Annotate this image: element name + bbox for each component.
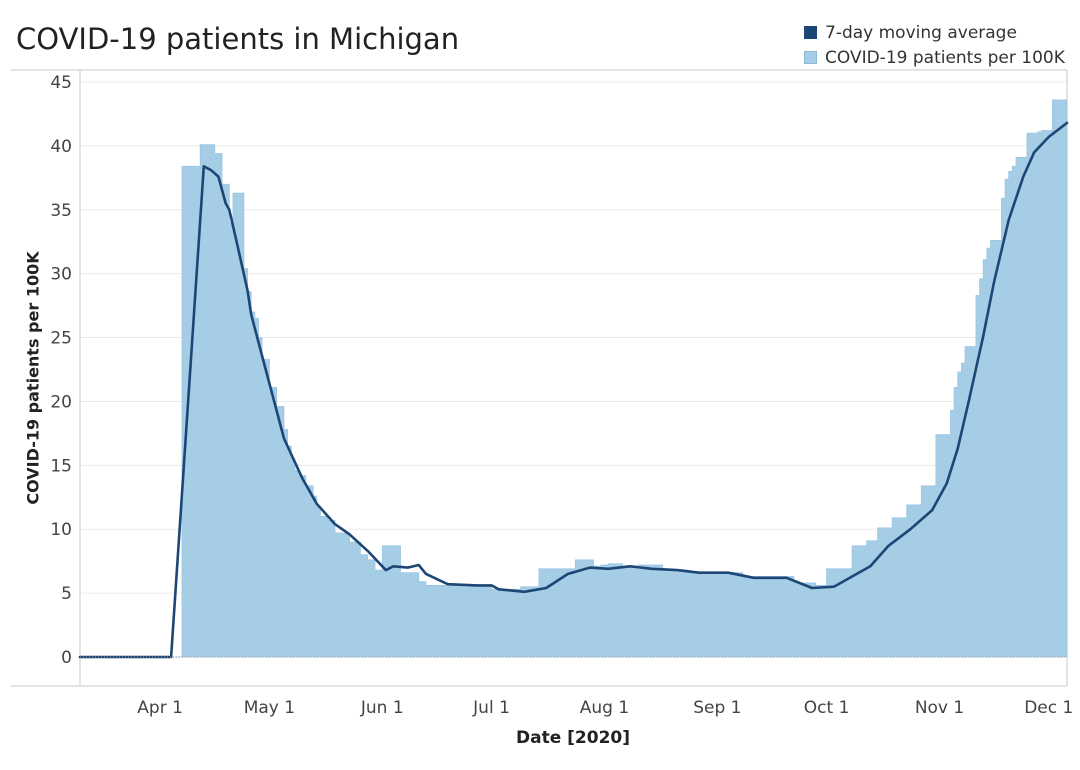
moving-average-line[interactable] [78,121,1069,659]
moving-average-layer [78,121,1069,659]
legend: 7-day moving average COVID-19 patients p… [804,20,1065,70]
x-axis-label: Date [2020] [515,728,631,748]
y-tick-label-5: 5 [61,584,72,604]
x-tick-label-sep-1: Sep 1 [693,698,741,718]
legend-swatch-moving-average [804,26,817,39]
y-tick-label-40: 40 [50,137,72,157]
y-tick-label-0: 0 [61,648,72,668]
y-tick-label-30: 30 [50,265,72,285]
x-tick-label-jul-1: Jul 1 [472,698,510,718]
x-tick-label-may-1: May 1 [244,698,295,718]
y-tick-label-35: 35 [50,201,72,221]
x-tick-label-jun-1: Jun 1 [360,698,404,718]
y-axis-label: COVID-19 patients per 100K [23,251,43,505]
x-tick-label-dec-1: Dec 1 [1024,698,1073,718]
y-tick-label-25: 25 [50,329,72,349]
legend-item-moving-average[interactable]: 7-day moving average [804,20,1065,45]
y-tick-label-15: 15 [50,456,72,476]
x-tick-label-aug-1: Aug 1 [580,698,629,718]
y-tick-label-10: 10 [50,520,72,540]
legend-label-moving-average: 7-day moving average [825,22,1017,43]
legend-label-patients: COVID-19 patients per 100K [825,47,1065,68]
chart-title: COVID-19 patients in Michigan [16,22,460,56]
legend-swatch-patients [804,51,817,64]
x-tick-label-nov-1: Nov 1 [915,698,964,718]
y-axis-ticks: 0 5 10 15 20 25 30 35 40 45 [50,73,72,668]
y-tick-label-20: 20 [50,392,72,412]
x-tick-label-oct-1: Oct 1 [804,698,850,718]
x-tick-label-apr-1: Apr 1 [137,698,183,718]
legend-item-patients[interactable]: COVID-19 patients per 100K [804,45,1065,70]
y-tick-label-45: 45 [50,73,72,93]
x-axis-ticks: Apr 1 May 1 Jun 1 Jul 1 Aug 1 Sep 1 Oct 1 Nov 1… [137,698,1073,718]
